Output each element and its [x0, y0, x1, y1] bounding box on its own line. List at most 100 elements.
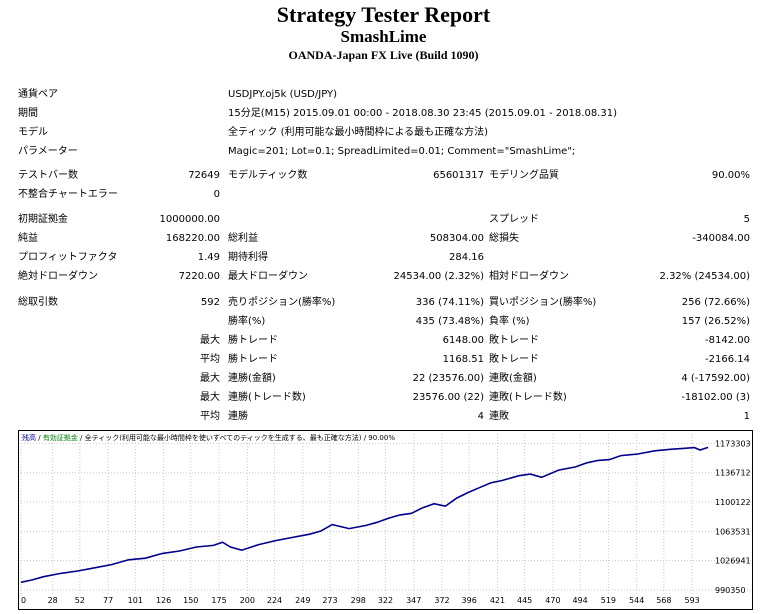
- profit-trades-label: 勝率(%): [228, 316, 266, 327]
- x-tick-label: 544: [629, 596, 644, 605]
- maximal-drawdown-value: 24534.00 (2.32%): [393, 271, 484, 282]
- average-consecutive-wins-value: 4: [477, 411, 484, 422]
- x-tick-label: 52: [75, 596, 85, 605]
- x-tick-label: 249: [295, 596, 310, 605]
- consecutive-wins-trades-label: 連勝(トレード数): [228, 392, 306, 403]
- legend-balance: 残高: [22, 433, 36, 442]
- long-positions-label: 買いポジション(勝率%): [489, 297, 597, 308]
- consecutive-wins-trades-value: 23576.00 (22): [412, 392, 484, 403]
- ticks-label: モデルティック数: [228, 170, 308, 181]
- spread-value: 5: [743, 214, 750, 225]
- x-tick-label: 77: [103, 596, 113, 605]
- consecutive-losses-amount-label: 連敗(金額): [489, 373, 537, 384]
- relative-drawdown-label: 相対ドローダウン: [489, 271, 569, 282]
- symbol-value: USDJPY.oj5k (USD/JPY): [228, 89, 338, 100]
- chart-legend: 残高 / 有効証拠金 / 全ティック(利用可能な最小時間枠を使いすべてのティック…: [22, 433, 395, 442]
- chart-grid: [20, 434, 752, 594]
- x-tick-label: 175: [211, 596, 226, 605]
- total-trades-value: 592: [200, 297, 220, 308]
- x-tick-label: 150: [183, 596, 198, 605]
- period-label: 期間: [18, 108, 38, 119]
- x-tick-label: 593: [685, 596, 700, 605]
- max-consecutive-word: 最大: [200, 373, 220, 384]
- x-tick-label: 298: [351, 596, 366, 605]
- largest-win-label: 勝トレード: [228, 335, 278, 346]
- y-tick-label: 1136712: [715, 469, 751, 478]
- legend-sep-3: /: [361, 434, 368, 442]
- mismatch-label: 不整合チャートエラー: [18, 189, 118, 200]
- absolute-drawdown-value: 7220.00: [178, 271, 220, 282]
- gross-loss-label: 総損失: [489, 233, 519, 244]
- chart-series: [20, 446, 709, 584]
- profit-factor-value: 1.49: [197, 252, 220, 263]
- average-win-value: 1168.51: [442, 354, 484, 365]
- legend-model: 全ティック(利用可能な最小時間枠を使いすべてのティックを生成する、最も正確な方法…: [85, 433, 362, 442]
- x-tick-label: 200: [240, 596, 255, 605]
- x-tick-label: 28: [48, 596, 58, 605]
- expected-payoff-label: 期待利得: [228, 252, 268, 263]
- model-value: 全ティック (利用可能な最小時間枠による最も正確な方法): [228, 127, 489, 138]
- x-tick-label: 372: [434, 596, 449, 605]
- x-tick-label: 445: [517, 596, 532, 605]
- absolute-drawdown-label: 絶対ドローダウン: [18, 271, 98, 282]
- short-positions-label: 売りポジション(勝率%): [228, 297, 336, 308]
- params-label: パラメーター: [18, 146, 78, 157]
- ticks-value: 65601317: [433, 170, 484, 181]
- expected-payoff-value: 284.16: [449, 252, 484, 263]
- consecutive-wins-amount-label: 連勝(金額): [228, 373, 276, 384]
- largest-word: 最大: [200, 335, 220, 346]
- short-positions-value: 336 (74.11%): [415, 297, 484, 308]
- loss-trades-value: 157 (26.52%): [681, 316, 750, 327]
- x-tick-label: 494: [572, 596, 587, 605]
- quality-label: モデリング品質: [489, 170, 559, 181]
- long-positions-value: 256 (72.66%): [681, 297, 750, 308]
- y-tick-label: 1173303: [715, 439, 751, 448]
- period-value: 15分足(M15) 2015.09.01 00:00 - 2018.08.30 …: [228, 108, 617, 119]
- profit-factor-label: プロフィットファクタ: [18, 252, 118, 263]
- consecutive-losses-amount-value: 4 (-17592.00): [681, 373, 750, 384]
- expert-name: SmashLime: [340, 27, 427, 46]
- model-label: モデル: [18, 127, 48, 138]
- consecutive-losses-trades-value: -18102.00 (3): [681, 392, 750, 403]
- y-tick-label: 990350: [715, 586, 746, 595]
- x-tick-label: 396: [462, 596, 477, 605]
- quality-value: 90.00%: [711, 170, 750, 181]
- consecutive-wins-amount-value: 22 (23576.00): [412, 373, 484, 384]
- y-tick-label: 1063531: [715, 527, 751, 536]
- average-consecutive-word: 平均: [200, 411, 220, 422]
- max-consecutive-profit-word: 最大: [200, 392, 220, 403]
- largest-win-value: 6148.00: [442, 335, 484, 346]
- x-tick-label: 224: [267, 596, 282, 605]
- params-value: Magic=201; Lot=0.1; SpreadLimited=0.01; …: [228, 146, 576, 157]
- deposit-value: 1000000.00: [159, 214, 220, 225]
- loss-trades-label: 負率 (%): [489, 316, 530, 327]
- average-loss-label: 敗トレード: [489, 354, 539, 365]
- bars-value: 72649: [188, 170, 220, 181]
- x-tick-label: 126: [156, 596, 171, 605]
- legend-sep-2: /: [78, 434, 85, 442]
- y-tick-label: 1026941: [715, 557, 751, 566]
- server-name: OANDA-Japan FX Live (Build 1090): [288, 48, 479, 62]
- x-tick-label: 322: [378, 596, 393, 605]
- x-tick-label: 421: [490, 596, 505, 605]
- x-tick-label: 519: [601, 596, 616, 605]
- legend-sep-1: /: [36, 434, 43, 442]
- x-tick-label: 568: [656, 596, 671, 605]
- balance-chart-svg: 990350 1026941 1063531 1100122 1136712 117330…: [18, 430, 753, 610]
- report-title: Strategy Tester Report: [276, 2, 491, 27]
- spread-label: スプレッド: [489, 214, 539, 225]
- gross-profit-value: 508304.00: [429, 233, 484, 244]
- largest-loss-value: -8142.00: [705, 335, 750, 346]
- legend-equity: 有効証拠金: [43, 433, 78, 442]
- x-tick-label: 273: [322, 596, 337, 605]
- consecutive-losses-trades-label: 連敗(トレード数): [489, 392, 567, 403]
- x-tick-labels: 0 28 52 77 101 126 150 175 200 224 249 273 298 322 347…: [21, 596, 700, 605]
- average-consecutive-losses-value: 1: [743, 411, 750, 422]
- x-tick-label: 101: [128, 596, 143, 605]
- symbol-label: 通貨ペア: [18, 89, 58, 100]
- balance-chart: 990350 1026941 1063531 1100122 1136712 117330…: [18, 430, 753, 610]
- legend-quality: 90.00%: [368, 434, 395, 442]
- total-trades-label: 総取引数: [18, 297, 58, 308]
- net-profit-label: 純益: [18, 233, 38, 244]
- gross-loss-value: -340084.00: [692, 233, 750, 244]
